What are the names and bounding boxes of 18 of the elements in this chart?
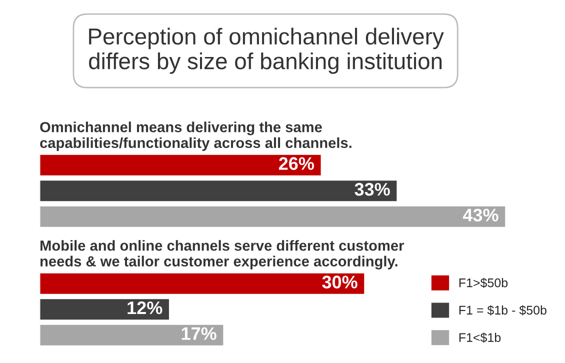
- y-tick-label: Omnichannel means delivering the same capabilities/functionality across all channels.: [40, 122, 352, 151]
- bar: [40, 153, 322, 177]
- bar: [40, 298, 170, 322]
- bar: [40, 204, 507, 228]
- legend-label: F1<$1b: [459, 332, 501, 343]
- data-label: 43%: [462, 208, 498, 222]
- data-label: 26%: [278, 157, 314, 170]
- data-label: 30%: [322, 276, 358, 288]
- bar: [40, 272, 366, 296]
- legend-label: F1>$50b: [459, 278, 508, 288]
- y-tick-label: Mobile and online channels serve different customer needs & we tailor customer experience accordingly.: [40, 240, 404, 270]
- legend-label: F1 = $1b - $50b: [459, 305, 546, 316]
- data-label: 17%: [182, 327, 216, 340]
- data-label: 12%: [128, 301, 162, 314]
- chart-title: Perception of omnichannel delivery differs by size of banking institution: [89, 28, 444, 74]
- data-label: 33%: [354, 182, 390, 196]
- bar: [40, 323, 225, 347]
- bar: [40, 179, 398, 203]
